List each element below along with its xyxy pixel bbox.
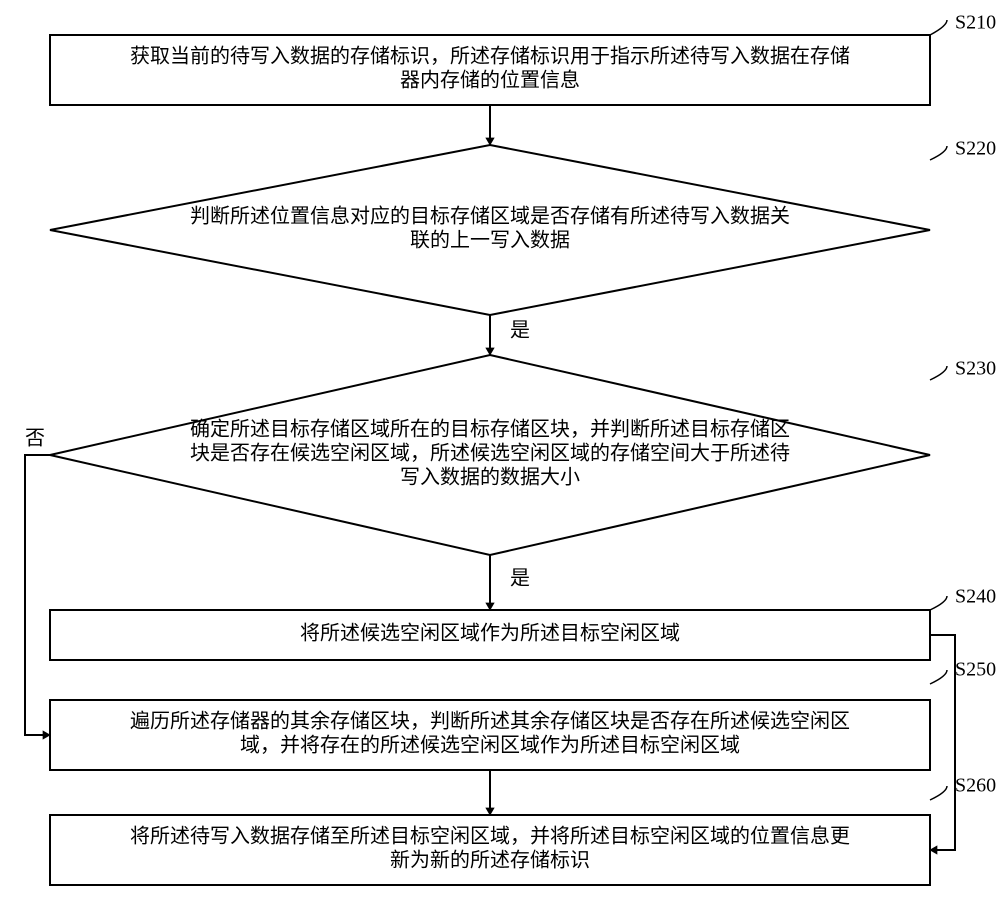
node-text: 写入数据的数据大小 — [400, 466, 580, 489]
edge-label: 是 — [510, 320, 530, 342]
node-text: 器内存储的位置信息 — [400, 69, 580, 92]
node-s210: 获取当前的待写入数据的存储标识，所述存储标识用于指示所述待写入数据在存储器内存储… — [50, 12, 996, 105]
node-text: 域，并将存在的所述候选空闲区域作为所述目标空闲区域 — [240, 734, 740, 757]
node-text: 确定所述目标存储区域所在的目标存储区块，并判断所述目标存储区 — [190, 418, 790, 441]
node-s230: 确定所述目标存储区域所在的目标存储区块，并判断所述目标存储区块是否存在候选空闲区… — [50, 355, 996, 555]
node-s250: 遍历所述存储器的其余存储区块，判断所述其余存储区块是否存在所述候选空闲区域，并将… — [50, 659, 996, 770]
node-text: 新为新的所述存储标识 — [390, 849, 590, 872]
edge-3: 否 — [25, 428, 50, 735]
step-label: S210 — [955, 12, 996, 34]
edge-label: 是 — [510, 568, 530, 590]
step-label: S230 — [955, 358, 996, 380]
node-text: 联的上一写入数据 — [410, 229, 570, 252]
node-s220: 判断所述位置信息对应的目标存储区域是否存储有所述待写入数据关联的上一写入数据 S2… — [50, 138, 996, 315]
step-label: S250 — [955, 659, 996, 681]
edge-1: 是 — [490, 315, 530, 355]
node-s260: 将所述待写入数据存储至所述目标空闲区域，并将所述目标空闲区域的位置信息更新为新的… — [50, 775, 996, 885]
edge-2: 是 — [490, 555, 530, 610]
edge-label: 否 — [25, 428, 45, 450]
step-label: S260 — [955, 775, 996, 797]
node-text: 将所述候选空闲区域作为所述目标空闲区域 — [300, 622, 680, 645]
step-label: S220 — [955, 138, 996, 160]
node-text: 将所述待写入数据存储至所述目标空闲区域，并将所述目标空闲区域的位置信息更 — [130, 825, 850, 848]
node-text: 获取当前的待写入数据的存储标识，所述存储标识用于指示所述待写入数据在存储 — [130, 45, 850, 68]
node-s240: 将所述候选空闲区域作为所述目标空闲区域 S240 — [50, 586, 996, 660]
edge-4 — [930, 635, 955, 850]
node-text: 判断所述位置信息对应的目标存储区域是否存储有所述待写入数据关 — [190, 205, 790, 228]
step-label: S240 — [955, 586, 996, 608]
node-text: 块是否存在候选空闲区域，所述候选空闲区域的存储空间大于所述待 — [190, 442, 790, 465]
node-text: 遍历所述存储器的其余存储区块，判断所述其余存储区块是否存在所述候选空闲区 — [130, 710, 850, 733]
